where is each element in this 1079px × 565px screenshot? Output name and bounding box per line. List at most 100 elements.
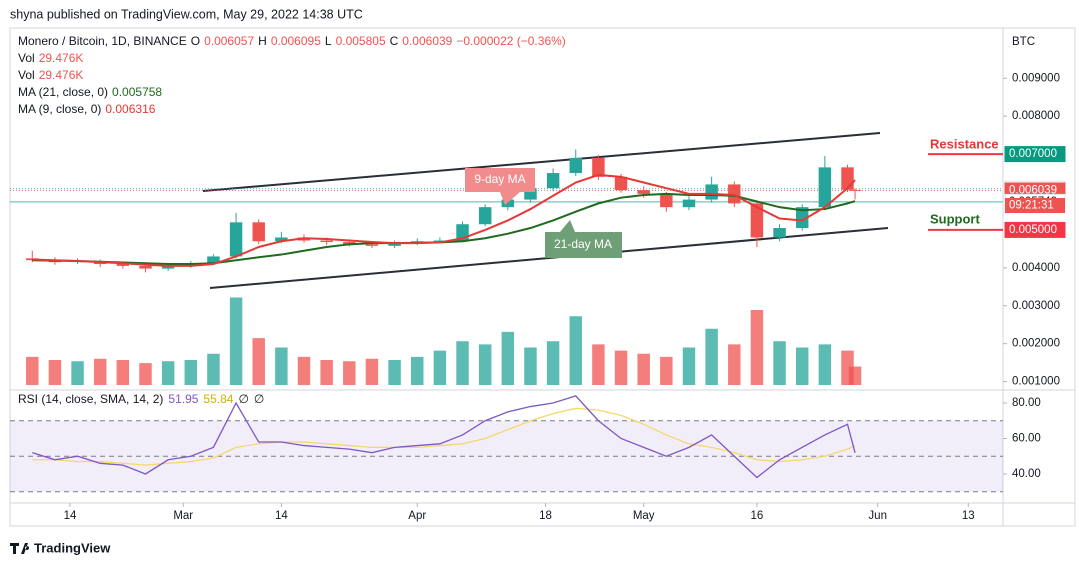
overlay: 9-day MA 21-day MA 0.0070000.0060850.006… [465,137,1066,258]
legend-text: L [325,34,332,48]
price-tag-label: 0.005000 [1009,224,1057,236]
volume-bar [818,344,832,385]
volume-bar [637,353,650,385]
candle-body [728,184,741,204]
x-tick-label: 13 [962,510,975,522]
price-tag [1004,221,1066,238]
countdown-tag [1005,198,1065,214]
legend-text: 0.006057 [204,34,254,48]
ma9-label: 9-day MA [474,172,525,186]
candle-body [660,193,673,208]
candle-body [252,222,265,242]
y-tick-label: 0.003000 [1012,300,1060,312]
volume-bar [93,358,107,385]
chart-frame [9,27,1076,527]
x-tick-label: May [633,510,655,522]
x-tick-label: 16 [751,510,764,522]
volume-bar [682,347,696,385]
candle-body [501,199,515,208]
candle-body [26,258,39,261]
ma9-callout [465,168,535,205]
volume-bar [48,360,62,385]
x-tick-label: Jun [868,510,887,522]
candle-body [637,190,650,194]
candle-body [682,199,696,208]
volume-bar [705,328,718,385]
y-tick-label: 0.002000 [1012,338,1060,350]
x-tick-label: Mar [173,510,193,522]
volume-bar [546,341,560,385]
legend-text: 29.476K [39,68,84,82]
rsi-line [32,395,856,479]
volume-bar [252,338,265,385]
volume-bar [388,360,401,385]
volume-bar [569,316,582,385]
price-tag [1004,146,1066,163]
price-tag-label: 0.006039 [1009,185,1057,197]
resistance-label: Resistance [930,137,999,152]
legend-text: C [390,34,399,48]
volume-bar [501,331,515,385]
legend-text: −0.000022 (−0.36%) [456,34,565,48]
brand-name: TradingView [34,540,111,555]
volume-bar [433,350,447,385]
legend-text: Vol [18,68,35,82]
ma-line [32,173,856,267]
rsi-tick-label: 80.00 [1012,397,1041,409]
candle-body [116,264,130,266]
volume-bar [320,360,333,385]
candle-body [705,184,718,200]
candle-body [795,207,809,229]
support-label: Support [930,211,980,226]
rsi-legend: ∅ [238,392,248,406]
candle-body [478,207,492,225]
candle-body [320,240,333,243]
candle-body [343,242,356,245]
candle-body [524,188,537,200]
volume-bar [456,341,469,385]
rsi-legend: ∅ [254,392,264,406]
countdown: 09:21:31 [1009,200,1054,212]
candle-body [161,265,175,269]
volume-bar [116,360,130,385]
volume-bar [161,361,175,385]
legend-text: Monero / Bitcoin, 1D, BINANCE [18,34,187,48]
legend-text: 0.006095 [271,34,321,48]
volume-bar [795,347,809,385]
legend-text: 0.005758 [112,85,162,99]
candle-body [841,167,854,190]
x-tick-label: 18 [539,510,552,522]
candle-body [818,167,832,208]
volume-bar [229,297,243,385]
candle-body [139,265,152,269]
legend-text: O [191,34,200,48]
volume-bar [773,341,786,385]
candle-body [388,243,401,246]
volume-bar [592,344,605,385]
volume-bar [365,358,379,385]
candle-body [848,189,862,191]
candle-body [592,157,605,177]
currency: BTC [1012,36,1035,48]
volume-bar [71,361,84,385]
legend-text: H [258,34,267,48]
x-tick-label: 14 [275,510,288,522]
volume-bar [614,350,628,385]
candle-body [569,157,582,174]
volume-pane [26,297,862,385]
volume-bar [184,360,198,385]
y-tick-label: 0.001000 [1012,376,1060,388]
price-tag-label: 0.007000 [1009,148,1057,160]
channel-upper [202,132,881,192]
ma21-callout [545,220,622,258]
volume-bar [139,363,152,385]
legend-text: 29.476K [39,51,84,65]
candle-body [365,244,379,246]
legend-text: 0.006316 [105,102,155,116]
legend-text: MA (9, close, 0) [18,102,101,116]
x-tick-label: 14 [64,510,77,522]
volume-bar [524,347,537,385]
legend-text: 0.006039 [402,34,452,48]
volume-bar [750,310,764,385]
